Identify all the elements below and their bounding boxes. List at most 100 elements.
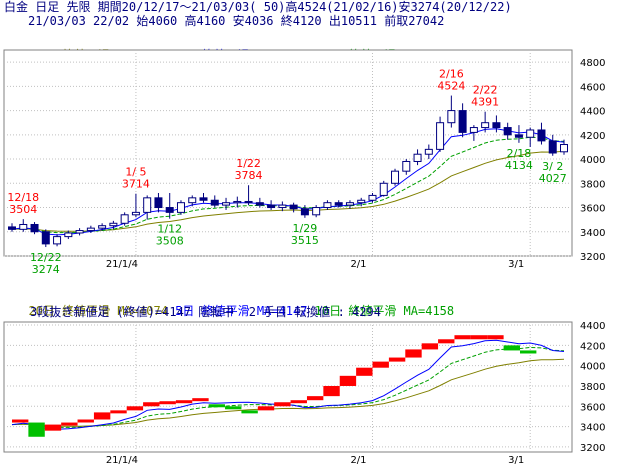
candle [481, 111, 490, 133]
candle [8, 223, 16, 232]
candle-body [402, 160, 411, 172]
candle-body [503, 127, 512, 136]
break-brick [28, 422, 45, 437]
candle [391, 168, 400, 186]
candle [469, 125, 478, 141]
candle-body [255, 202, 264, 206]
candle [379, 180, 388, 197]
break-y-tick-label: 3400 [580, 423, 605, 434]
candle [75, 228, 84, 236]
candle [30, 222, 39, 235]
break-brick [93, 412, 111, 420]
candle [560, 139, 568, 155]
candle [492, 115, 501, 133]
break-y-tick-label: 4000 [580, 362, 605, 373]
candle [64, 230, 73, 240]
candle-body [334, 202, 343, 206]
break-y-tick-label: 3800 [580, 382, 605, 393]
candle-x-tick-label: 21/1/4 [106, 259, 138, 270]
candle-body [368, 194, 377, 201]
candle-y-tick-label: 3200 [580, 252, 605, 263]
break-brick [487, 335, 504, 340]
candle-y-tick-label: 3800 [580, 179, 605, 190]
break-plot-area [3, 321, 573, 453]
candle-body [176, 202, 185, 213]
candle-body [86, 227, 95, 232]
candle [199, 192, 208, 203]
break-brick [306, 396, 324, 401]
candle [436, 116, 445, 152]
candle [53, 234, 62, 247]
high-value-label: 3714 [122, 178, 150, 191]
candle-body [30, 223, 39, 233]
low-value-label: 3515 [291, 234, 319, 247]
candle-body [289, 204, 298, 210]
break-brick [274, 402, 291, 407]
low-date-label: 3/ 2 [542, 160, 563, 173]
candle [345, 200, 354, 209]
break-x-tick-label: 21/1/4 [106, 455, 138, 466]
chart-header-summary: 白金 日足 先限 期間20/12/17～21/03/03( 50)高4524(2… [4, 0, 512, 14]
candle [131, 193, 140, 218]
candle [233, 196, 242, 208]
candle [278, 201, 287, 212]
legend-ma10-lower: 10日 終値平滑 MA=4158 [314, 304, 455, 318]
break-brick [520, 350, 537, 354]
lower-legend: 20日 終値平滑 MA=4074 5日 終値平滑 MA=4147 10日 終値平… [14, 290, 454, 318]
break-brick [44, 424, 62, 431]
candle-body [233, 200, 242, 204]
candle-body [64, 232, 73, 238]
candle-body [222, 202, 231, 206]
candle [402, 159, 411, 175]
candle-body [447, 110, 456, 124]
high-value-label: 3784 [235, 169, 263, 182]
low-date-label: 2/18 [507, 147, 532, 160]
break-brick [339, 375, 357, 386]
candle-body [514, 134, 523, 138]
low-value-label: 3274 [32, 263, 60, 276]
low-date-label: 1/12 [157, 223, 182, 236]
break-y-tick-label: 3600 [580, 402, 605, 413]
candle [503, 122, 512, 140]
three-line-break-legend: 3段抜き新値足 (終値)=4147 陰転中 2 手目 転換値 : 4294 [30, 305, 381, 319]
ma5-line [11, 128, 565, 236]
candle-body [210, 199, 219, 206]
break-brick [372, 361, 389, 368]
candle [210, 195, 219, 208]
candle-body [391, 170, 400, 184]
high-date-label: 12/18 [7, 191, 39, 204]
candle-body [492, 122, 501, 129]
candle-x-tick-label: 3/1 [508, 259, 524, 270]
low-value-label: 3508 [156, 235, 184, 248]
break-brick [61, 422, 78, 426]
high-value-label: 4391 [471, 96, 499, 109]
break-brick [175, 400, 193, 404]
break-brick [356, 367, 373, 376]
high-date-label: 2/16 [439, 68, 464, 81]
candle-y-tick-label: 3400 [580, 228, 605, 239]
break-brick [192, 398, 209, 402]
candle-y-tick-label: 4800 [580, 58, 605, 69]
candle [537, 122, 546, 145]
chart-header-last-bar: 21/03/03 22/02 始4060 高4160 安4036 終4120 出… [28, 14, 445, 28]
candle-body [143, 197, 152, 213]
candle [368, 192, 377, 203]
low-date-label: 1/29 [293, 222, 318, 235]
candle [300, 205, 309, 218]
candle-body [413, 153, 422, 162]
break-brick [225, 406, 242, 410]
candle-body [199, 197, 208, 201]
candle [154, 192, 163, 213]
candle-body [8, 226, 16, 230]
candle-body [379, 182, 388, 196]
candle-plot-area [3, 49, 573, 257]
break-y-tick-label: 4400 [580, 321, 605, 332]
candle-body [165, 207, 174, 213]
break-brick [454, 335, 471, 340]
break-x-tick-label: 3/1 [508, 455, 524, 466]
candle [19, 219, 28, 232]
break-brick [77, 419, 94, 423]
candle-body [469, 127, 478, 133]
break-brick [126, 406, 144, 411]
